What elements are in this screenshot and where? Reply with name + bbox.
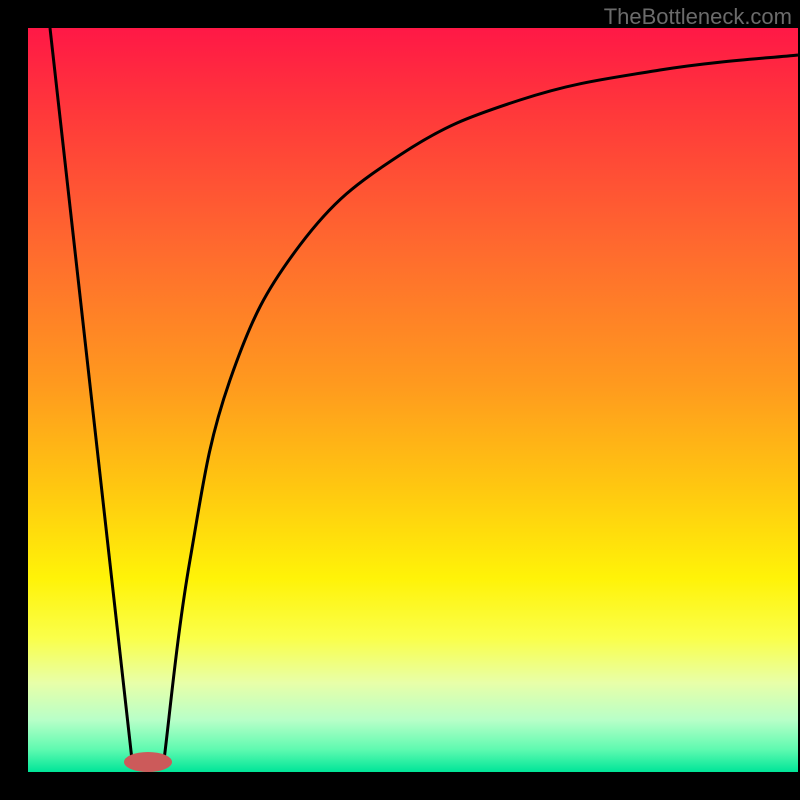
watermark-text: TheBottleneck.com — [604, 4, 792, 30]
bottleneck-marker — [124, 752, 172, 772]
chart-container — [0, 0, 800, 800]
plot-background — [28, 28, 798, 772]
chart-svg — [0, 0, 800, 800]
